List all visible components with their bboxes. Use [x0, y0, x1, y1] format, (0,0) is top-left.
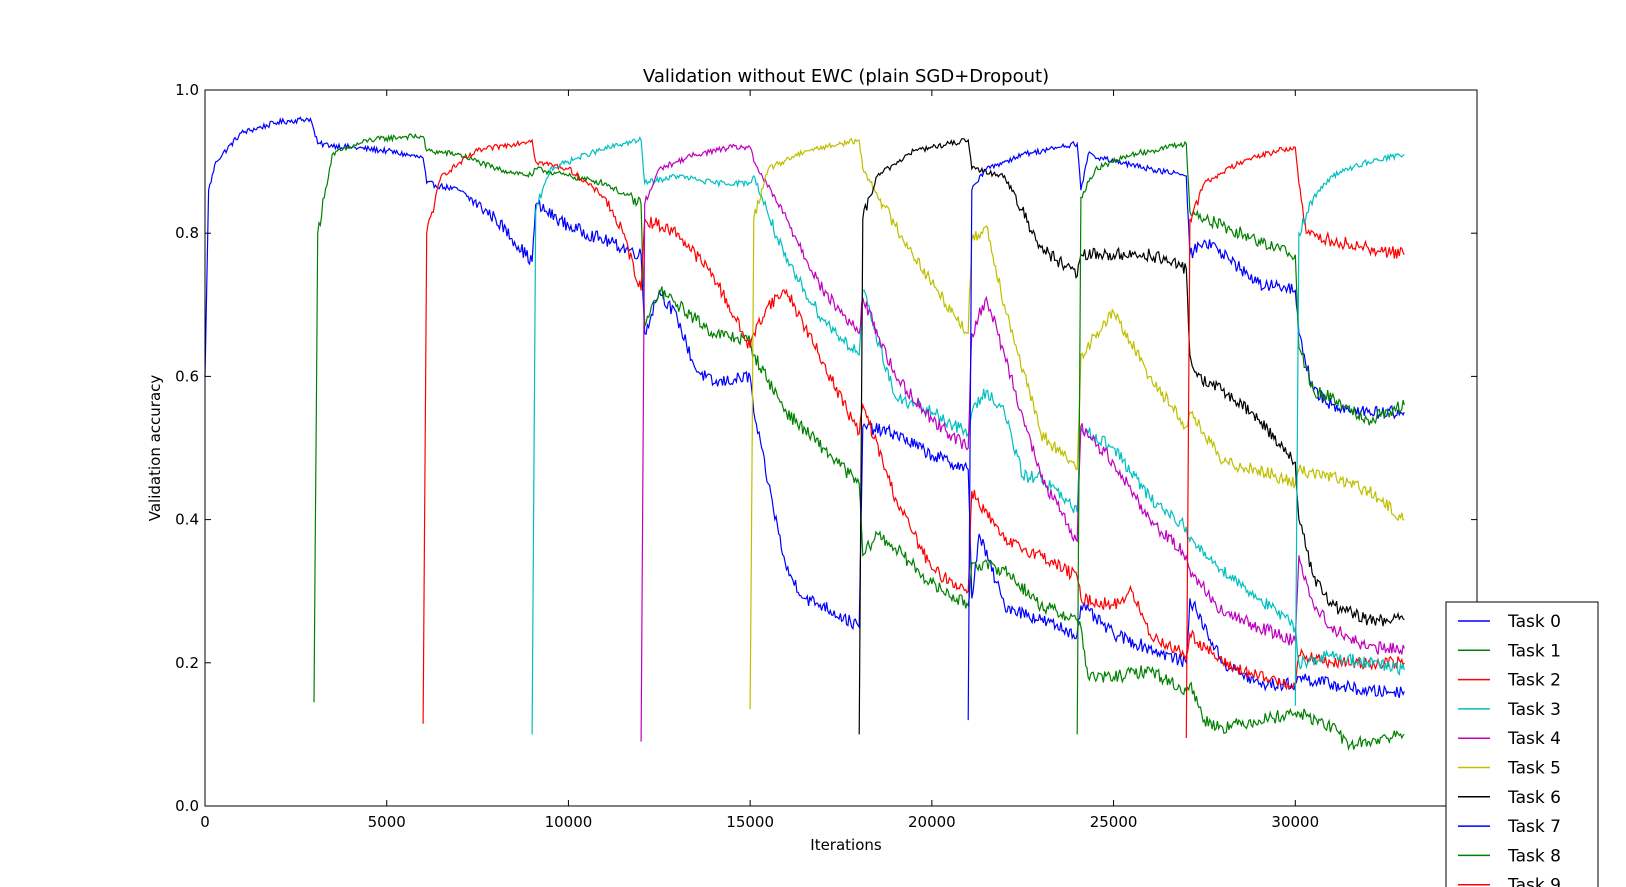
series-line-7 [967, 140, 1405, 721]
series-line-9 [1185, 146, 1405, 739]
legend-box [1445, 601, 1599, 887]
series-line-8 [1076, 140, 1405, 735]
series-line-2 [422, 138, 1405, 724]
x-tick-label: 10000 [545, 813, 593, 831]
legend: Task 0 Task 1 Task 2 Task 3 Task 4 Task 5 Task… [1445, 601, 1599, 887]
chart-title: Validation without EWC (plain SGD+Dropou… [643, 66, 1049, 87]
x-axis: 0 5000 10000 15000 20000 25000 30000 [200, 90, 1319, 831]
x-tick-label: 0 [200, 813, 210, 831]
series-line-0 [204, 116, 1405, 698]
y-tick-label: 0.4 [175, 511, 199, 529]
legend-label: Task 2 [1507, 671, 1561, 691]
legend-label: Task 7 [1507, 817, 1561, 837]
x-tick-label: 25000 [1090, 813, 1138, 831]
x-tick-label: 20000 [908, 813, 956, 831]
x-tick-label: 30000 [1271, 813, 1319, 831]
x-tick-label: 5000 [368, 813, 406, 831]
series-line-6 [858, 138, 1405, 735]
series-line-10 [1294, 152, 1405, 706]
legend-label: Task 3 [1507, 700, 1561, 720]
plot-frame [204, 89, 1478, 807]
y-tick-label: 0.2 [175, 654, 199, 672]
x-tick-label: 15000 [726, 813, 774, 831]
y-tick-label: 0.8 [175, 224, 199, 242]
y-tick-label: 0.0 [175, 797, 199, 815]
legend-label: Task 5 [1507, 759, 1561, 779]
legend-label: Task 9 [1507, 876, 1561, 887]
legend-label: Task 8 [1507, 846, 1561, 866]
legend-label: Task 4 [1507, 729, 1561, 749]
y-tick-label: 1.0 [175, 81, 199, 99]
x-axis-label: Iterations [810, 836, 882, 854]
legend-label: Task 0 [1507, 612, 1561, 632]
legend-label: Task 1 [1507, 641, 1561, 661]
y-tick-label: 0.6 [175, 367, 199, 385]
y-axis-label: Validation accuracy [146, 375, 164, 522]
y-axis: 0.0 0.2 0.4 0.6 0.8 1.0 [175, 81, 1477, 815]
series-lines [204, 116, 1405, 752]
series-line-1 [313, 133, 1405, 752]
legend-label: Task 6 [1507, 788, 1561, 808]
series-line-4 [640, 143, 1405, 742]
series-line-3 [531, 136, 1405, 735]
